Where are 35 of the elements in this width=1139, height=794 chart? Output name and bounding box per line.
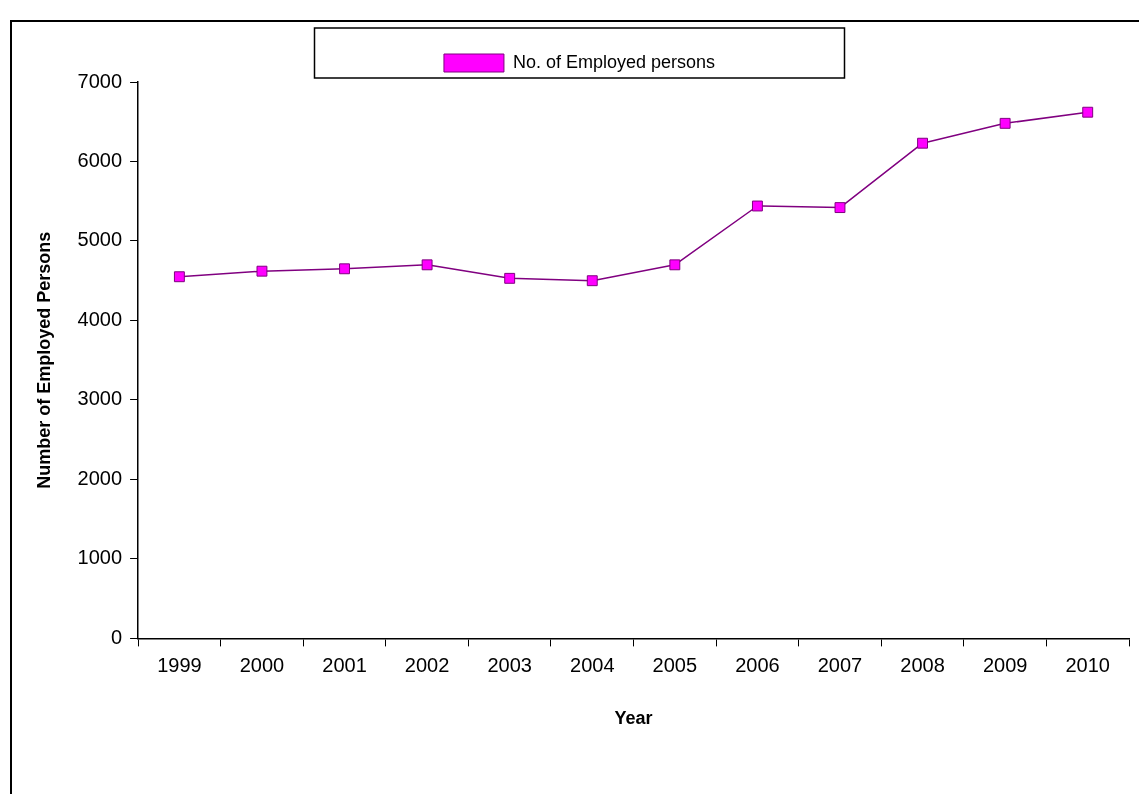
x-tick-label: 2001	[322, 653, 367, 676]
point	[669, 259, 681, 271]
x-tick-label: 2002	[404, 653, 450, 676]
x-tick-label: 2010	[1065, 653, 1110, 676]
x-tick-label: 2005	[652, 653, 698, 676]
point	[256, 265, 268, 277]
x-tick-label: 2003	[487, 653, 532, 676]
point	[1082, 106, 1094, 118]
point	[504, 272, 516, 284]
point	[999, 117, 1011, 129]
point	[421, 259, 433, 271]
point	[339, 263, 350, 275]
point	[751, 200, 763, 212]
y-tick-label: 7000	[77, 69, 123, 92]
y-tick-label: 3000	[77, 387, 123, 410]
y-tick-label: 6000	[77, 149, 123, 171]
y-tick-label: 2000	[77, 466, 123, 489]
y-tick-label: 5000	[77, 228, 123, 251]
x-tick-label: 1999	[157, 653, 202, 676]
y-tick-label: 1000	[77, 546, 123, 569]
y-axis-title: Number of Employed Persons	[33, 231, 54, 489]
x-tick-label: 2007	[817, 653, 863, 676]
x-tick-label: 2004	[570, 653, 615, 676]
x-tick-label: 2006	[735, 653, 780, 676]
y-tick-label: 4000	[77, 307, 123, 330]
x-tick-label: 2008	[900, 653, 945, 676]
y-tick-label: 0	[110, 625, 123, 648]
legend-label: No. of Employed persons	[512, 51, 716, 72]
x-tick-label: 2009	[982, 653, 1028, 676]
x-axis-title: Year	[614, 708, 653, 729]
x-tick-label: 2000	[239, 653, 285, 676]
point	[173, 271, 185, 283]
point	[834, 202, 846, 214]
point	[917, 137, 929, 149]
point	[586, 275, 598, 287]
